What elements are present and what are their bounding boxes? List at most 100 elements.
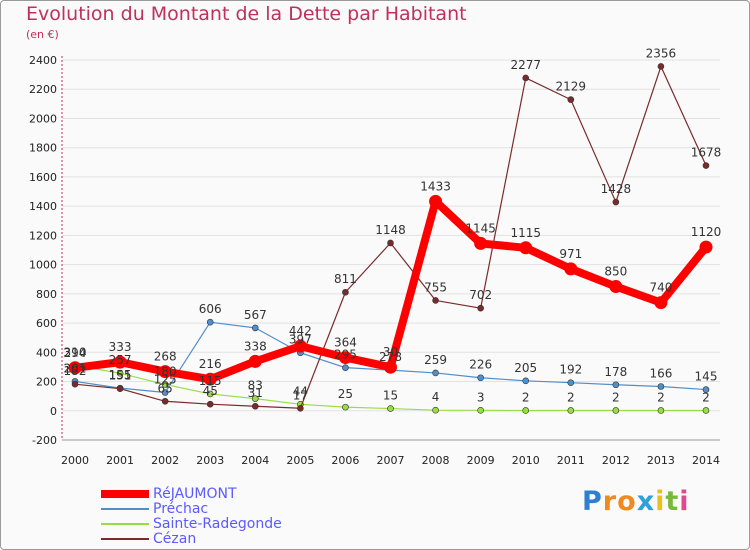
data-label-RéJAUMONT-2008: 1433 (420, 179, 451, 193)
data-label-Cézan-2008: 755 (424, 280, 447, 294)
data-point-Sainte-Radegonde-2008 (432, 406, 439, 414)
y-tick-label-1000: 1000 (29, 259, 57, 272)
data-label-Préchac-2004: 567 (244, 308, 267, 322)
data-point-Préchac-2014 (702, 386, 710, 393)
data-point-Cézan-2014 (702, 162, 710, 169)
x-tick-label-2014: 2014 (692, 454, 720, 467)
data-label-Cézan-2011: 2129 (556, 80, 587, 94)
data-point-Préchac-2004 (251, 324, 259, 332)
data-label-Cézan-2005: 17 (293, 388, 308, 402)
data-point-RéJAUMONT-2002 (158, 365, 172, 379)
data-label-RéJAUMONT-2006: 364 (334, 336, 357, 350)
data-point-Préchac-2008 (432, 369, 439, 377)
legend-label: Sainte-Radegonde (153, 515, 282, 532)
data-label-RéJAUMONT-2005: 442 (289, 324, 312, 338)
y-tick-label-400: 400 (36, 346, 57, 359)
data-label-RéJAUMONT-2013: 740 (649, 281, 672, 295)
data-point-Sainte-Radegonde-2003 (206, 390, 214, 398)
data-label-RéJAUMONT-2002: 268 (154, 350, 177, 364)
data-point-RéJAUMONT-2012 (609, 280, 623, 294)
data-point-Préchac-2003 (206, 318, 214, 326)
data-point-RéJAUMONT-2008 (429, 194, 443, 208)
data-label-RéJAUMONT-2014: 1120 (691, 225, 722, 239)
data-label-Cézan-2010: 2277 (510, 58, 541, 72)
chart-subtitle: (en €) (26, 28, 59, 41)
data-point-Cézan-2003 (206, 400, 214, 408)
x-tick-label-2010: 2010 (512, 454, 540, 467)
legend-swatch (101, 522, 149, 525)
y-tick-label-600: 600 (36, 317, 57, 330)
legend-item-RéJAUMONT: RéJAUMONT (101, 485, 282, 502)
data-point-RéJAUMONT-2001 (113, 355, 127, 369)
data-point-Cézan-2000 (71, 380, 79, 388)
data-point-Cézan-2007 (387, 239, 394, 247)
logo-letter: r (602, 486, 618, 517)
data-point-RéJAUMONT-2004 (248, 354, 262, 368)
data-point-Cézan-2012 (612, 198, 620, 206)
data-point-RéJAUMONT-2000 (68, 361, 82, 375)
data-label-Sainte-Radegonde-2005: 44 (293, 384, 308, 398)
legend-swatch (101, 537, 149, 540)
data-point-RéJAUMONT-2006 (338, 351, 352, 365)
data-point-Préchac-2013 (657, 383, 665, 390)
data-label-Préchac-2000: 201 (64, 361, 87, 375)
y-tick-label-1600: 1600 (29, 171, 57, 184)
data-point-RéJAUMONT-2007 (384, 360, 397, 374)
data-point-Cézan-2013 (657, 63, 665, 70)
data-point-RéJAUMONT-2013 (654, 296, 668, 310)
data-label-Sainte-Radegonde-2003: 115 (199, 374, 222, 388)
y-tick-label-2200: 2200 (29, 83, 57, 96)
data-label-Cézan-2004: 31 (248, 386, 263, 400)
data-point-Cézan-2008 (432, 297, 439, 304)
legend-item-Sainte-Radegonde: Sainte-Radegonde (101, 515, 282, 532)
data-point-Sainte-Radegonde-2004 (251, 395, 259, 402)
data-label-Cézan-2001: 151 (109, 369, 132, 383)
legend-item-Cézan: Cézan (101, 531, 282, 547)
data-label-Sainte-Radegonde-2012: 2 (612, 390, 620, 404)
x-tick-label-2002: 2002 (151, 454, 179, 467)
data-label-Sainte-Radegonde-2008: 4 (432, 390, 440, 404)
data-label-RéJAUMONT-2007: 30 (383, 345, 398, 359)
data-label-Sainte-Radegonde-2014: 2 (702, 390, 710, 404)
data-point-Cézan-2011 (567, 96, 575, 103)
data-label-Cézan-2014: 1678 (691, 146, 722, 160)
data-point-Sainte-Radegonde-2001 (116, 369, 124, 377)
data-label-RéJAUMONT-2012: 850 (604, 265, 627, 279)
data-label-Cézan-2013: 2356 (646, 46, 677, 60)
legend: RéJAUMONT Préchac Sainte-Radegonde Cézan (101, 485, 282, 547)
x-tick-label-2012: 2012 (602, 454, 630, 467)
data-label-Préchac-2007: 278 (379, 350, 402, 364)
data-label-Préchac-2005: 397 (289, 333, 312, 347)
y-tick-label-200: 200 (36, 376, 57, 389)
data-point-Sainte-Radegonde-2012 (612, 407, 620, 414)
data-label-Préchac-2012: 178 (604, 365, 627, 379)
data-point-Sainte-Radegonde-2011 (567, 407, 575, 414)
data-label-Préchac-2013: 166 (649, 367, 672, 381)
data-label-Préchac-2014: 145 (695, 370, 718, 384)
y-tick-label-1800: 1800 (29, 142, 57, 155)
data-label-RéJAUMONT-2000: 294 (64, 346, 87, 360)
data-label-RéJAUMONT-2011: 971 (559, 247, 582, 261)
y-tick-label-2400: 2400 (29, 54, 57, 67)
data-label-RéJAUMONT-2003: 216 (199, 357, 222, 371)
data-point-Sainte-Radegonde-2009 (477, 407, 484, 414)
y-tick-label-800: 800 (36, 288, 57, 301)
data-label-RéJAUMONT-2010: 1115 (510, 226, 541, 240)
legend-label: RéJAUMONT (153, 485, 237, 502)
data-point-Préchac-2011 (567, 379, 575, 387)
legend-swatch (101, 507, 149, 510)
data-label-Préchac-2010: 205 (514, 361, 537, 375)
x-tick-label-2000: 2000 (61, 454, 89, 467)
data-label-Sainte-Radegonde-2000: 310 (64, 345, 87, 359)
data-point-Cézan-2004 (251, 402, 259, 410)
logo-letter: x (636, 486, 656, 517)
x-tick-label-2011: 2011 (557, 454, 585, 467)
data-label-Préchac-2002: 125 (154, 373, 177, 387)
logo-letter: i (679, 486, 690, 517)
data-point-RéJAUMONT-2005 (293, 339, 307, 353)
x-tick-label-2001: 2001 (106, 454, 134, 467)
x-tick-label-2004: 2004 (241, 454, 269, 467)
data-label-Préchac-2003: 606 (199, 302, 222, 316)
x-tick-label-2007: 2007 (377, 454, 405, 467)
